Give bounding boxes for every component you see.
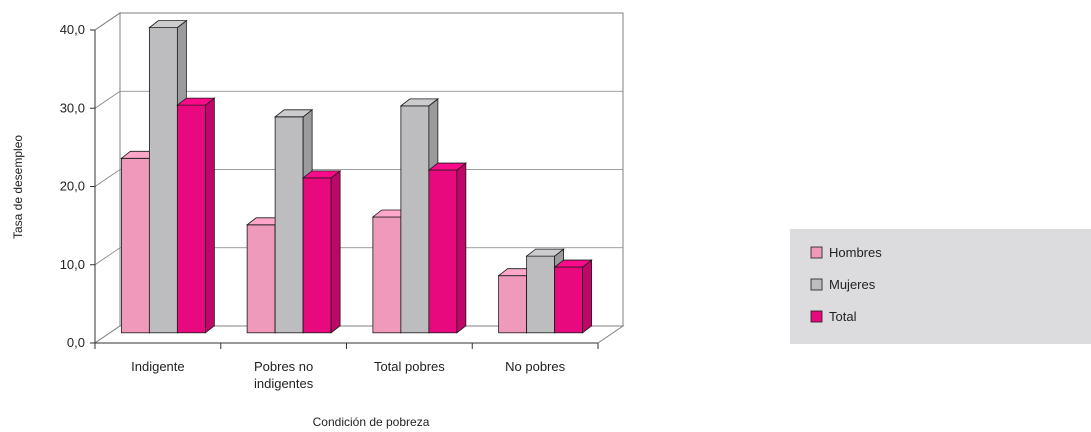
bar-side: [582, 259, 593, 334]
bar-front: [498, 275, 528, 334]
gridline: [94, 90, 623, 109]
x-axis-title: Condición de pobreza: [313, 415, 430, 429]
y-tick-label: 40,0: [60, 22, 85, 37]
bar-side: [204, 97, 215, 334]
bar-front: [526, 255, 556, 334]
bar: [176, 97, 216, 334]
bar-top: [273, 109, 314, 118]
legend-swatch: [810, 278, 823, 291]
bar-front: [176, 104, 206, 334]
bar-side: [456, 162, 467, 334]
bar-top: [525, 248, 565, 257]
bar-top: [301, 170, 342, 179]
legend-label: Total: [829, 309, 857, 324]
y-tick-label: 20,0: [60, 179, 85, 194]
legend-swatch: [810, 246, 823, 259]
bar-front: [428, 169, 458, 334]
gridline: [94, 12, 623, 31]
legend-label: Hombres: [829, 245, 882, 260]
bar-top: [148, 20, 188, 29]
bar-top: [427, 162, 468, 171]
y-tick-label: 30,0: [60, 100, 85, 115]
bar-front: [274, 116, 304, 334]
bar-top: [553, 259, 593, 268]
y-axis-ticks: 0,0 10,0 20,0 30,0 40,0: [60, 22, 95, 350]
bar-side: [330, 170, 341, 334]
bar-top: [399, 98, 440, 107]
y-tick-label: 10,0: [60, 257, 85, 272]
category-label: Total pobres: [374, 359, 445, 374]
category-label: Pobres no indigentes: [254, 359, 314, 391]
bar-front: [372, 216, 402, 334]
y-tick-label: 0,0: [67, 335, 85, 350]
bar-top: [176, 97, 216, 106]
x-axis-categories: Indigente Pobres no indigentes Total pobres…: [94, 343, 599, 391]
bar-front: [120, 157, 150, 334]
bar-front: [148, 27, 178, 334]
bar: [427, 162, 468, 334]
legend-background: [790, 229, 1091, 344]
bar: [301, 170, 342, 334]
bar-front: [554, 266, 584, 334]
category-label: Indigente: [131, 359, 185, 374]
bar-front: [302, 177, 332, 334]
category-label: No pobres: [505, 359, 565, 374]
bar-front: [246, 224, 276, 334]
bar: [553, 259, 593, 334]
bar-front: [400, 105, 430, 334]
legend-label: Mujeres: [829, 277, 876, 292]
legend-swatch: [810, 310, 823, 323]
y-axis-title: Tasa de desempleo: [11, 135, 25, 239]
legend: Hombres Mujeres Total: [790, 229, 1091, 344]
bars: [120, 19, 593, 334]
